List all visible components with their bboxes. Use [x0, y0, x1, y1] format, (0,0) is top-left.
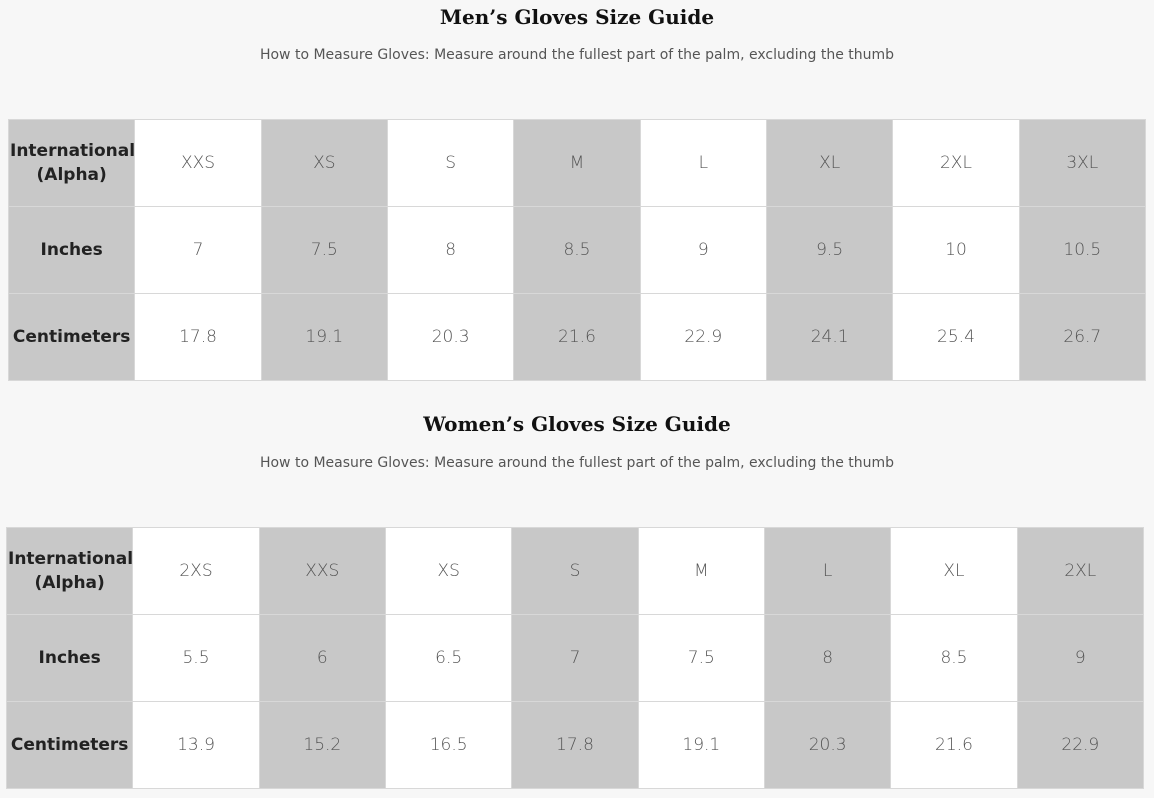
size-cell: 2XS: [132, 527, 260, 615]
size-cell: XXS: [258, 527, 386, 615]
women-title: Women’s Gloves Size Guide: [423, 412, 731, 436]
size-cell: 19.1: [637, 701, 765, 789]
table-row: Centimeters 13.9 15.2 16.5 17.8 19.1 20.3 21.6 2…: [5, 701, 1145, 789]
size-cell: 15.2: [258, 701, 386, 789]
size-cell: 13.9: [132, 701, 260, 789]
size-cell: 8: [763, 614, 892, 702]
size-cell: 8.5: [890, 614, 1018, 702]
table-row: Inches 7 7.5 8 8.5 9 9.5 10 10.5: [7, 206, 1147, 294]
size-cell: 8: [386, 206, 515, 294]
size-cell: 21.6: [890, 701, 1018, 789]
table-row: Inches 5.5 6 6.5 7 7.5 8 8.5 9: [5, 614, 1145, 702]
size-cell: 7: [134, 206, 262, 294]
size-cell: 16.5: [384, 701, 513, 789]
size-cell: L: [639, 119, 767, 207]
size-cell: XS: [384, 527, 513, 615]
row-label: Inches: [5, 614, 134, 702]
size-cell: 7.5: [260, 206, 388, 294]
men-subtitle: How to Measure Gloves: Measure around th…: [259, 47, 895, 63]
size-cell: 6: [258, 614, 386, 702]
row-label: Centimeters: [7, 293, 136, 381]
size-cell: 9: [1016, 614, 1145, 702]
row-label: International (Alpha): [7, 119, 136, 207]
table-row: International (Alpha) XXS XS S M L XL 2XL 3XL: [7, 119, 1147, 207]
row-label: International (Alpha): [5, 527, 134, 615]
size-cell: S: [386, 119, 515, 207]
size-cell: 9: [639, 206, 767, 294]
table-row: International (Alpha) 2XS XXS XS S M L XL 2XL: [5, 527, 1145, 615]
size-cell: XL: [890, 527, 1018, 615]
row-label: Inches: [7, 206, 136, 294]
size-cell: XS: [260, 119, 388, 207]
women-subtitle: How to Measure Gloves: Measure around th…: [259, 455, 895, 471]
size-cell: 5.5: [132, 614, 260, 702]
size-cell: 6.5: [384, 614, 513, 702]
size-cell: 17.8: [511, 701, 639, 789]
size-cell: XL: [765, 119, 894, 207]
size-cell: M: [637, 527, 765, 615]
men-title: Men’s Gloves Size Guide: [439, 5, 715, 29]
size-cell: 26.7: [1018, 293, 1147, 381]
size-cell: M: [513, 119, 641, 207]
size-cell: 3XL: [1018, 119, 1147, 207]
size-cell: 21.6: [513, 293, 641, 381]
size-cell: 2XL: [1016, 527, 1145, 615]
size-cell: 17.8: [134, 293, 262, 381]
size-cell: 22.9: [639, 293, 767, 381]
size-cell: 8.5: [513, 206, 641, 294]
size-cell: 20.3: [763, 701, 892, 789]
row-label: Centimeters: [5, 701, 134, 789]
size-cell: XXS: [134, 119, 262, 207]
size-cell: 10: [892, 206, 1020, 294]
size-cell: S: [511, 527, 639, 615]
size-cell: 9.5: [765, 206, 894, 294]
size-cell: 7: [511, 614, 639, 702]
size-cell: 24.1: [765, 293, 894, 381]
women-size-table: International (Alpha) 2XS XXS XS S M L XL 2XL Inc…: [5, 527, 1145, 789]
size-cell: L: [763, 527, 892, 615]
size-cell: 19.1: [260, 293, 388, 381]
size-cell: 22.9: [1016, 701, 1145, 789]
table-row: Centimeters 17.8 19.1 20.3 21.6 22.9 24.1 25.4 2…: [7, 293, 1147, 381]
size-cell: 2XL: [892, 119, 1020, 207]
size-cell: 7.5: [637, 614, 765, 702]
size-cell: 25.4: [892, 293, 1020, 381]
size-cell: 10.5: [1018, 206, 1147, 294]
men-size-table: International (Alpha) XXS XS S M L XL 2XL 3XL Inc…: [7, 119, 1147, 381]
size-cell: 20.3: [386, 293, 515, 381]
